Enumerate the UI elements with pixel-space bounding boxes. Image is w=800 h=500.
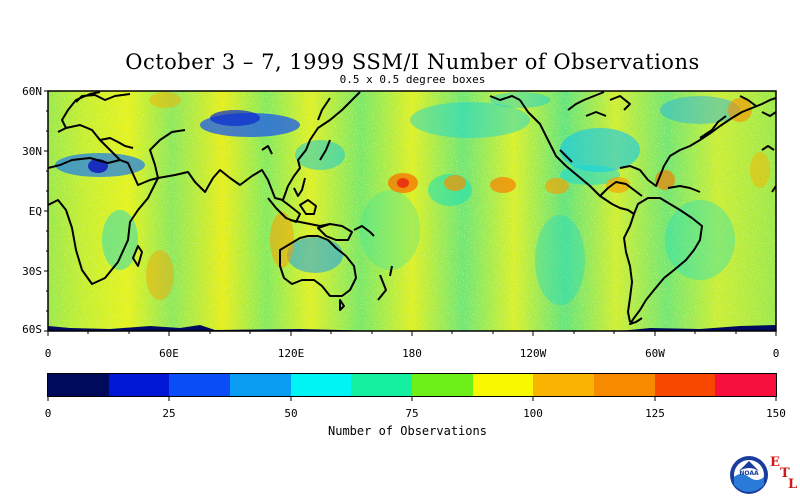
colorbar-segment	[351, 374, 413, 396]
lat-label-30s: 30S	[22, 265, 42, 278]
colorbar-tick-label: 75	[405, 407, 419, 420]
colorbar-tick-label: 100	[523, 407, 543, 420]
colorbar-segment	[533, 374, 595, 396]
coastlines	[48, 91, 776, 325]
map-title: October 3 – 7, 1999 SSM/I Number of Obse…	[125, 50, 700, 74]
lon-label-120w: 120W	[519, 347, 547, 360]
lon-label-120e: 120E	[277, 347, 305, 360]
logo-text: NOAA	[739, 470, 759, 477]
colorbar-segment	[412, 374, 474, 396]
colorbar-frame	[47, 373, 777, 397]
noaa-logo: NOAA	[730, 456, 768, 494]
logo-letter-l: L	[788, 477, 798, 492]
colorbar-segment	[290, 374, 352, 396]
lat-label-60s: 60S	[22, 323, 42, 336]
heatmap-field	[48, 91, 776, 331]
colorbar-segment	[472, 374, 534, 396]
colorbar-tick-label: 125	[645, 407, 665, 420]
lon-label-0-end: 0	[772, 347, 780, 360]
lon-label-60w: 60W	[645, 347, 665, 360]
lat-label-30n: 30N	[22, 145, 42, 158]
colorbar-segment	[48, 374, 110, 396]
map-subtitle: 0.5 x 0.5 degree boxes	[339, 73, 486, 86]
colorbar-tick-label: 0	[44, 407, 52, 420]
lon-label-0: 0	[44, 347, 52, 360]
colorbar-title: Number of Observations	[328, 424, 487, 438]
logo-letter-e: E	[770, 455, 780, 470]
lon-label-60e: 60E	[159, 347, 179, 360]
colorbar-segment	[108, 374, 170, 396]
colorbar-segment	[594, 374, 656, 396]
colorbar-tick-label: 50	[284, 407, 298, 420]
colorbar-tick-label: 150	[766, 407, 786, 420]
lat-label-60n: 60N	[22, 85, 42, 98]
lon-label-180: 180	[402, 347, 422, 360]
colorbar-segment	[654, 374, 716, 396]
colorbar-segment	[230, 374, 292, 396]
logo-letter-t: T	[780, 466, 790, 481]
colorbar-tick-label: 25	[162, 407, 176, 420]
lat-label-eq: EQ	[28, 205, 42, 218]
colorbar-segment	[169, 374, 231, 396]
colorbar-segment	[715, 374, 777, 396]
